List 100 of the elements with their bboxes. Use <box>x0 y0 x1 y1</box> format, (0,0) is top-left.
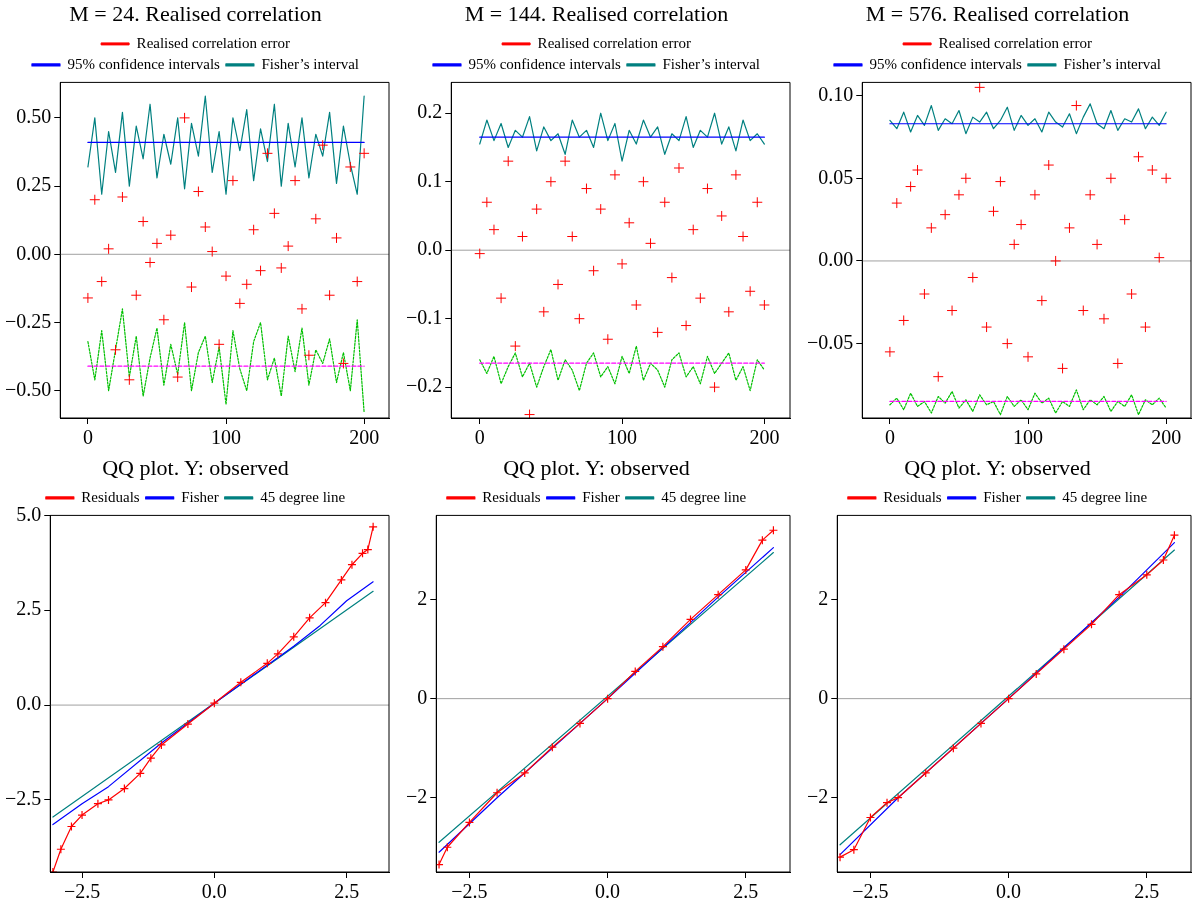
legend-label: Realised correlation error <box>537 34 691 51</box>
y-tick-label: 0.1 <box>417 168 443 191</box>
y-tick-label: 0.05 <box>818 165 854 188</box>
point <box>502 155 514 167</box>
x-tick-label: 200 <box>749 426 780 449</box>
y-tick-label: 0.00 <box>818 248 854 271</box>
point <box>588 265 600 277</box>
point <box>730 169 742 181</box>
y-tick-label: 2 <box>417 586 428 609</box>
point <box>144 256 156 268</box>
y-tick-label: 2 <box>818 586 829 609</box>
point <box>275 262 287 274</box>
point <box>602 333 614 345</box>
point <box>741 565 751 575</box>
point <box>331 232 343 244</box>
point <box>241 278 253 290</box>
legend-label: Fisher <box>983 488 1021 505</box>
legend-label: Residuals <box>883 488 942 505</box>
point <box>1133 151 1145 163</box>
point <box>1059 644 1069 654</box>
point <box>1063 222 1075 234</box>
point <box>1070 100 1082 112</box>
point <box>623 217 635 229</box>
point <box>1077 305 1089 317</box>
point <box>976 718 986 729</box>
legend-label: Fisher <box>582 488 620 505</box>
point <box>1119 214 1131 226</box>
point <box>492 788 502 798</box>
point <box>1146 164 1158 176</box>
point <box>953 189 965 201</box>
point <box>882 798 892 808</box>
point <box>488 224 500 236</box>
point <box>1022 351 1034 363</box>
point <box>158 314 170 326</box>
point <box>1057 362 1069 374</box>
point <box>1084 189 1096 201</box>
point <box>227 175 239 187</box>
x-tick-label: 2.5 <box>733 880 759 903</box>
point <box>751 196 763 208</box>
point <box>520 768 530 778</box>
y-tick-label: −2 <box>807 784 829 807</box>
point <box>172 371 184 383</box>
point <box>1091 238 1103 250</box>
point <box>165 229 177 241</box>
legend-label: 95% confidence intervals <box>869 55 1023 72</box>
point <box>849 845 859 855</box>
point <box>595 203 607 215</box>
line-series <box>87 308 365 414</box>
x-tick-label: 100 <box>211 426 242 449</box>
point <box>946 305 958 317</box>
y-tick-label: 5.0 <box>16 502 42 525</box>
legend-label: Realised correlation error <box>136 34 290 51</box>
point <box>110 344 122 356</box>
y-tick-label: −0.2 <box>406 374 443 397</box>
point <box>552 278 564 290</box>
x-tick-label: 100 <box>1013 426 1044 449</box>
point <box>709 381 721 393</box>
point <box>652 326 664 338</box>
y-tick-label: 0.0 <box>16 692 42 715</box>
point <box>336 575 346 585</box>
y-tick-label: 0.50 <box>16 105 52 128</box>
point <box>737 231 749 242</box>
point <box>687 224 699 236</box>
x-tick-label: 0 <box>884 426 895 449</box>
x-tick-label: 0.0 <box>201 880 227 903</box>
point <box>199 221 211 233</box>
point <box>344 161 356 173</box>
point <box>1158 555 1168 565</box>
point <box>1105 172 1117 184</box>
point <box>137 216 149 228</box>
point <box>1036 295 1048 307</box>
point <box>559 155 571 167</box>
point <box>56 844 66 854</box>
point <box>918 288 930 300</box>
point <box>89 194 101 206</box>
point <box>255 265 267 277</box>
point <box>185 281 197 293</box>
point <box>436 859 444 870</box>
x-tick-label: 100 <box>607 426 638 449</box>
point <box>898 314 910 326</box>
point <box>1015 219 1027 231</box>
point <box>987 205 999 217</box>
point <box>213 338 225 350</box>
x-tick-label: −2.5 <box>63 880 101 903</box>
point <box>192 186 204 198</box>
point <box>701 183 713 195</box>
point <box>538 306 550 318</box>
y-tick-label: 0.00 <box>16 241 52 264</box>
y-tick-label: 0.2 <box>417 100 443 123</box>
chart-title: M = 144. Realised correlation <box>464 0 729 26</box>
legend-label: Fisher <box>181 488 219 505</box>
y-tick-label: 0 <box>818 685 829 708</box>
x-tick-label: 0.0 <box>996 880 1022 903</box>
legend-label: 95% confidence intervals <box>468 55 622 72</box>
point <box>758 299 770 311</box>
point <box>666 272 678 284</box>
y-tick-label: 0.0 <box>417 237 443 260</box>
legend-label: 45 degree line <box>661 488 747 505</box>
chart-title: QQ plot. Y: observed <box>102 454 289 480</box>
point <box>680 320 692 332</box>
